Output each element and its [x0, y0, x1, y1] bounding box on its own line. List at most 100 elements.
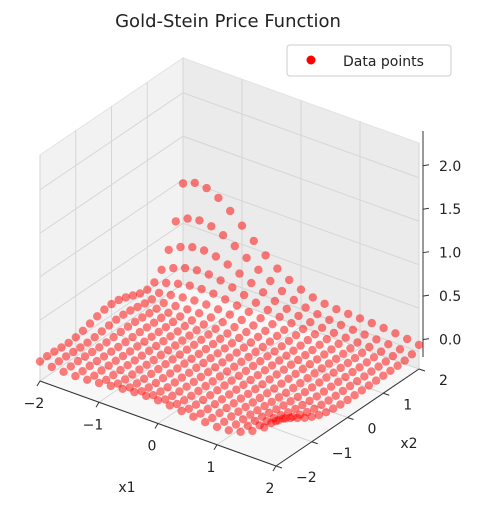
data-point [215, 372, 225, 381]
legend: Data points [286, 44, 452, 77]
data-point [102, 375, 111, 384]
data-point [352, 377, 362, 386]
data-point [163, 346, 173, 355]
data-point [218, 231, 228, 240]
data-point [50, 347, 59, 356]
data-point [275, 356, 284, 365]
data-point [291, 369, 300, 379]
data-point [222, 403, 231, 413]
data-point [206, 354, 215, 363]
data-point [88, 347, 97, 357]
data-point [156, 387, 165, 396]
data-point [206, 391, 215, 400]
data-point [277, 286, 287, 296]
data-point [367, 318, 376, 328]
legend-box [286, 44, 452, 77]
data-point [94, 378, 104, 388]
data-point [362, 358, 371, 367]
data-point [116, 365, 125, 375]
data-point [192, 266, 202, 275]
data-point [90, 371, 99, 380]
data-point [188, 243, 197, 252]
x1-tick-mark [36, 380, 41, 387]
data-point [242, 253, 251, 263]
data-point [403, 334, 412, 344]
data-point [59, 367, 68, 376]
data-point [132, 379, 142, 388]
data-point [69, 347, 78, 357]
data-point [251, 384, 260, 394]
data-point [289, 383, 298, 393]
grid-line-x2 [111, 106, 348, 418]
data-point [178, 336, 187, 345]
data-point [324, 359, 334, 368]
data-point [220, 381, 229, 390]
data-point [286, 413, 295, 423]
data-point [280, 325, 289, 335]
data-point [211, 324, 220, 333]
data-point [284, 374, 293, 383]
data-point [237, 357, 246, 366]
x2-tick-label: 1 [403, 397, 412, 413]
data-point [97, 366, 106, 375]
data-point [151, 378, 161, 388]
data-point [170, 378, 179, 387]
data-point [212, 422, 222, 432]
data-point [249, 236, 258, 246]
data-point [133, 302, 142, 312]
data-point [196, 372, 206, 382]
data-point [301, 303, 310, 312]
data-point [305, 360, 315, 369]
x2-tick-label: 0 [368, 422, 377, 438]
data-point [235, 269, 244, 278]
data-point [360, 330, 369, 339]
data-point [173, 279, 183, 288]
data-point [227, 339, 237, 348]
data-point [168, 355, 177, 364]
data-point [244, 307, 253, 317]
data-point [296, 341, 305, 350]
z-tick-label: 1.0 [439, 246, 461, 262]
data-point [197, 335, 206, 344]
data-point [213, 349, 222, 358]
data-point [199, 320, 208, 329]
data-point [218, 358, 227, 367]
data-point [317, 364, 326, 373]
data-point [294, 311, 303, 321]
data-point [180, 359, 189, 368]
data-point [255, 393, 265, 403]
data-point [317, 323, 327, 332]
data-point [320, 299, 329, 308]
data-point [90, 333, 99, 342]
data-point [258, 380, 267, 389]
grid-line-x2 [146, 82, 384, 394]
data-point [201, 418, 210, 427]
data-point [208, 413, 217, 423]
data-point [357, 386, 366, 395]
z-tick-mark [422, 251, 430, 254]
data-point [339, 349, 348, 358]
data-point [215, 408, 224, 418]
data-point [282, 304, 291, 314]
data-point [135, 327, 144, 337]
data-point [180, 322, 189, 331]
data-point [218, 318, 227, 327]
data-point [343, 358, 353, 368]
data-point [329, 328, 339, 338]
data-point [379, 371, 388, 380]
z-tick-mark [422, 164, 430, 167]
data-point [395, 345, 405, 354]
data-point [232, 301, 242, 310]
data-point [341, 333, 350, 342]
data-point [177, 373, 187, 382]
data-point [278, 414, 288, 423]
data-point [118, 351, 128, 361]
data-point [326, 382, 336, 391]
data-point [270, 347, 279, 356]
data-point [135, 289, 145, 298]
data-point [190, 178, 199, 188]
data-point [173, 327, 182, 336]
data-point [272, 370, 281, 379]
data-point [159, 298, 168, 308]
